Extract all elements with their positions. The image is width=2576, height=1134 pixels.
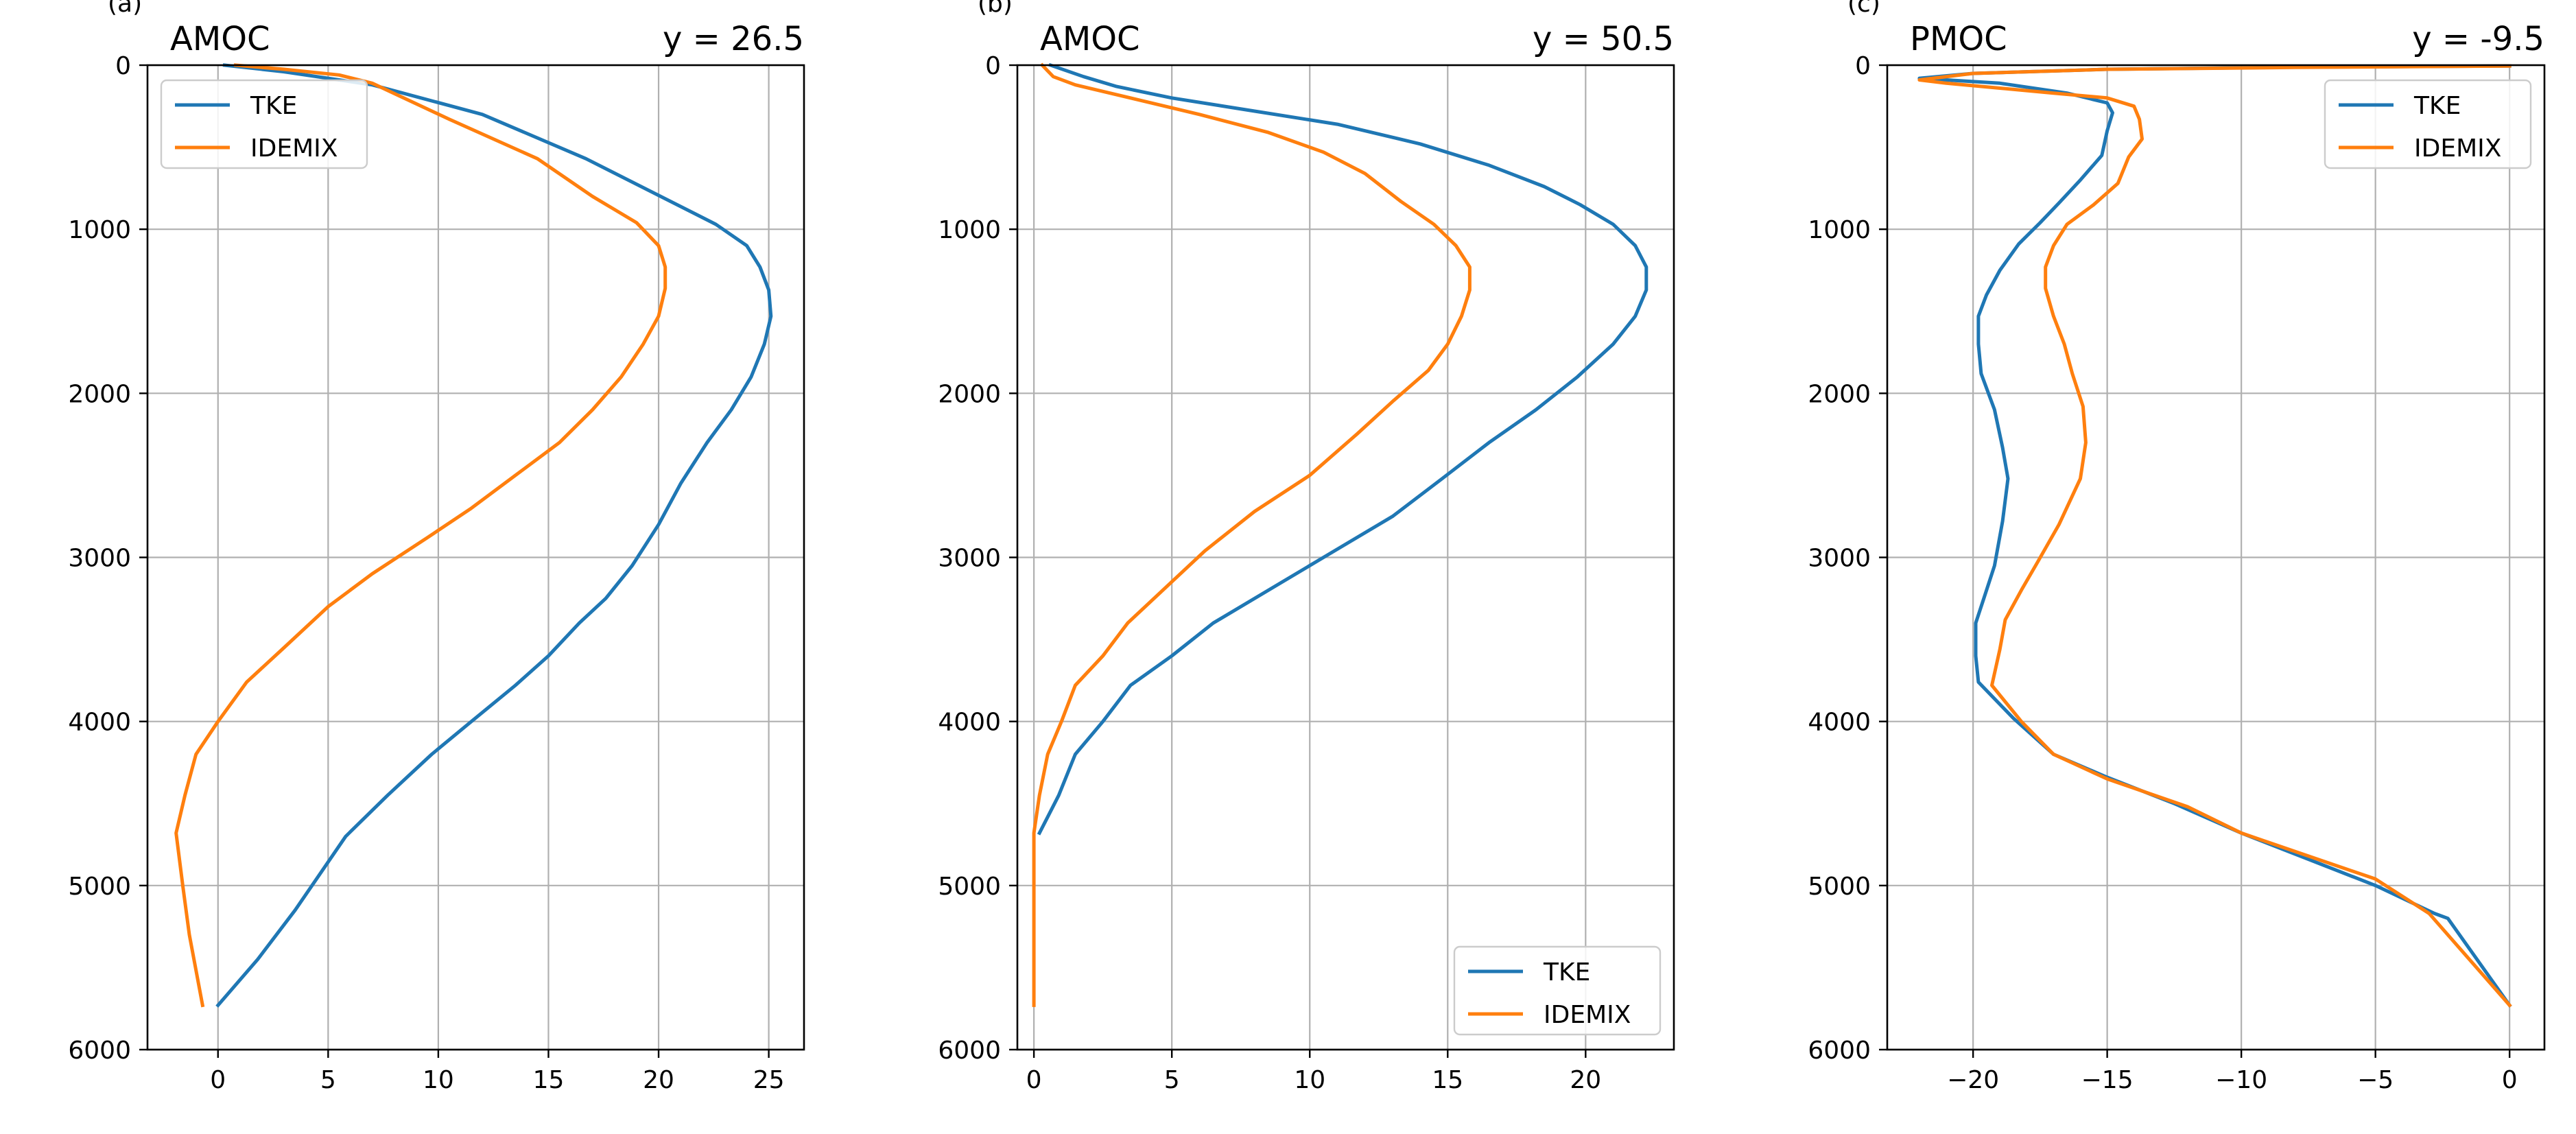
y-tick-label: 2000 [68, 380, 131, 408]
y-tick-label: 5000 [1808, 873, 1871, 901]
x-tick-label: −5 [2357, 1066, 2394, 1094]
y-tick-label: 5000 [938, 873, 1001, 901]
panel-b: 0 5 10 15 20 0 1000 2000 3000 4000 5000 6000 (b) AMOC… [938, 0, 1675, 1094]
y-tick-label: 3000 [1808, 545, 1871, 573]
y-tick-label: 4000 [938, 709, 1001, 737]
series-line-idemix [1917, 64, 2512, 1008]
x-tick-label: 20 [643, 1066, 674, 1094]
legend-label-tke: TKE [250, 92, 297, 120]
panel-title: AMOC [1040, 20, 1140, 58]
x-tick-label: 25 [753, 1066, 785, 1094]
series-line-idemix [174, 63, 667, 1008]
panel-label: (a) [108, 0, 142, 18]
panel-subtitle: y = -9.5 [2412, 20, 2544, 58]
x-tick-label: −10 [2215, 1066, 2267, 1094]
series-line-idemix [1032, 62, 1472, 1007]
x-tick-label: 10 [1294, 1066, 1325, 1094]
y-tick-label: 4000 [1808, 709, 1871, 737]
panel-subtitle: y = 50.5 [1533, 20, 1674, 58]
legend-label-idemix: IDEMIX [250, 134, 338, 163]
y-tick-label: 1000 [68, 216, 131, 244]
x-tick-label: 0 [210, 1066, 226, 1094]
legend-label-idemix: IDEMIX [2414, 134, 2501, 163]
panel-label: (b) [978, 0, 1013, 18]
y-tick-label: 0 [115, 52, 131, 80]
y-tick-label: 3000 [938, 545, 1001, 573]
series-line-tke [1037, 62, 1649, 836]
x-tick-label: 20 [1570, 1066, 1601, 1094]
panel-title: AMOC [170, 20, 270, 58]
y-tick-label: 5000 [68, 873, 131, 901]
y-tick-label: 6000 [938, 1037, 1001, 1065]
x-tick-label: 10 [423, 1066, 454, 1094]
y-tick-label: 6000 [68, 1037, 131, 1065]
y-tick-label: 2000 [1808, 380, 1871, 408]
x-tick-label: −15 [2081, 1066, 2134, 1094]
y-tick-label: 1000 [1808, 216, 1871, 244]
panel-subtitle: y = 26.5 [663, 20, 804, 58]
y-tick-label: 0 [985, 52, 1001, 80]
y-tick-label: 3000 [68, 545, 131, 573]
legend-label-idemix: IDEMIX [1544, 1001, 1631, 1029]
x-tick-label: 5 [320, 1066, 336, 1094]
panel-a: 0 5 10 15 20 25 0 1000 2000 3000 4000 5000 6000 (a) AM… [68, 0, 805, 1094]
panel-title: PMOC [1910, 20, 2007, 58]
panel-c: −20 −15 −10 −5 0 0 1000 2000 3000 4000 5000 6000 (c)… [1808, 0, 2546, 1094]
x-tick-label: 0 [1026, 1066, 1042, 1094]
x-tick-label: 15 [533, 1066, 565, 1094]
y-tick-label: 0 [1855, 52, 1871, 80]
y-tick-label: 4000 [68, 709, 131, 737]
y-tick-label: 2000 [938, 380, 1001, 408]
legend: TKE IDEMIX [1453, 945, 1662, 1036]
legend: TKE IDEMIX [160, 79, 368, 169]
legend-label-tke: TKE [2413, 92, 2461, 120]
legend: TKE IDEMIX [2324, 79, 2532, 169]
y-tick-label: 1000 [938, 216, 1001, 244]
panel-label: (c) [1847, 0, 1880, 18]
x-tick-label: 15 [1432, 1066, 1463, 1094]
x-tick-label: −20 [1947, 1066, 1999, 1094]
series-line-tke [1917, 64, 2512, 1008]
series-line-tke [215, 63, 773, 1008]
legend-label-tke: TKE [1543, 958, 1590, 987]
y-tick-label: 6000 [1808, 1037, 1871, 1065]
x-tick-label: 0 [2502, 1066, 2518, 1094]
x-tick-label: 5 [1164, 1066, 1180, 1094]
